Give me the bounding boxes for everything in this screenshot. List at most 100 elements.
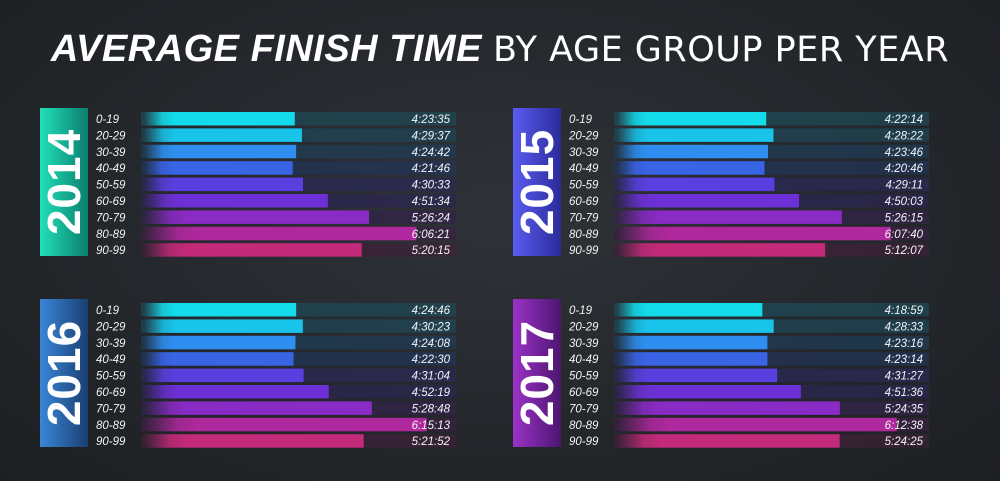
value-label: 5:21:52 (412, 436, 451, 448)
value-label: 5:24:35 (885, 403, 924, 415)
value-label: 5:20:15 (412, 245, 451, 257)
value-label: 4:22:30 (412, 354, 451, 366)
category-label: 80-89 (96, 420, 126, 432)
panel-2017: 2017 0-19 4:18:59 20-29 4:28:33 30-39 4:23:16… (513, 299, 953, 448)
bar-0-19 (144, 303, 297, 317)
bar-30-39 (617, 335, 768, 350)
category-label: 90-99 (569, 436, 599, 448)
bar-40-49 (617, 161, 765, 175)
bar-90-99 (617, 434, 840, 448)
year-label: 2015 (513, 128, 561, 236)
category-label: 80-89 (96, 229, 126, 241)
category-label: 30-39 (96, 147, 126, 159)
value-label: 4:23:35 (412, 114, 451, 126)
value-label: 4:52:19 (412, 387, 451, 399)
value-label: 4:20:46 (885, 163, 924, 175)
bar-50-59 (617, 368, 778, 383)
title-light: BY AGE GROUP PER YEAR (493, 30, 950, 70)
bar-90-99 (617, 243, 826, 257)
value-label: 4:30:23 (412, 321, 451, 333)
category-label: 0-19 (96, 114, 120, 126)
value-label: 4:24:46 (412, 305, 451, 317)
bar-60-69 (617, 194, 800, 208)
bar-chart: 0-19 4:24:46 20-29 4:30:23 30-39 4:24:08 40-49… (95, 303, 456, 448)
category-label: 40-49 (96, 163, 126, 175)
bar-80-89 (144, 417, 427, 432)
category-label: 70-79 (96, 212, 126, 224)
category-label: 40-49 (96, 354, 126, 366)
bar-70-79 (144, 210, 370, 224)
bar-70-79 (144, 401, 372, 415)
value-label: 4:24:08 (412, 338, 451, 350)
bar-90-99 (144, 434, 364, 448)
value-label: 5:28:48 (412, 403, 451, 415)
panel-2015: 2015 0-19 4:22:14 20-29 4:28:22 30-39 4:23:46… (513, 108, 953, 257)
category-label: 20-29 (95, 321, 126, 333)
category-label: 40-49 (569, 354, 599, 366)
value-label: 4:22:14 (885, 114, 923, 126)
year-block: 2016 (40, 299, 88, 447)
category-label: 90-99 (96, 245, 126, 257)
value-label: 5:24:25 (885, 436, 924, 448)
category-label: 0-19 (569, 114, 593, 126)
bar-50-59 (144, 368, 304, 383)
value-label: 4:31:04 (412, 371, 450, 383)
bar-60-69 (617, 385, 801, 399)
bar-30-39 (617, 144, 768, 159)
value-label: 5:26:24 (412, 212, 450, 224)
value-label: 4:24:42 (412, 147, 451, 159)
bar-0-19 (144, 112, 295, 126)
bar-20-29 (617, 128, 774, 142)
value-label: 4:50:03 (885, 196, 924, 208)
value-label: 5:26:15 (885, 212, 924, 224)
category-label: 70-79 (96, 403, 126, 415)
bar-chart: 0-19 4:22:14 20-29 4:28:22 30-39 4:23:46 40-49… (568, 112, 929, 257)
category-label: 50-59 (96, 371, 126, 383)
year-block: 2014 (40, 108, 88, 256)
bar-40-49 (144, 161, 293, 175)
category-label: 80-89 (569, 229, 599, 241)
category-label: 20-29 (568, 321, 599, 333)
value-label: 6:07:40 (885, 229, 924, 241)
category-label: 70-79 (569, 212, 599, 224)
year-label: 2016 (40, 319, 88, 427)
bar-20-29 (144, 319, 303, 333)
value-label: 4:28:22 (885, 130, 924, 142)
bar-70-79 (617, 210, 842, 224)
value-label: 4:29:11 (885, 180, 923, 192)
bar-90-99 (144, 243, 362, 257)
value-label: 4:30:33 (412, 180, 451, 192)
bar-0-19 (617, 303, 763, 317)
category-label: 80-89 (569, 420, 599, 432)
panel-2016: 2016 0-19 4:24:46 20-29 4:30:23 30-39 4:24:08… (40, 299, 480, 448)
chart-title: AVERAGE FINISH TIME BY AGE GROUP PER YEA… (0, 28, 1000, 71)
category-label: 60-69 (569, 387, 599, 399)
bar-20-29 (617, 319, 774, 333)
bar-60-69 (144, 194, 328, 208)
bar-70-79 (617, 401, 840, 415)
bar-80-89 (617, 226, 891, 241)
bar-80-89 (617, 417, 897, 432)
value-label: 4:31:27 (885, 371, 924, 383)
panel-2014: 2014 0-19 4:23:35 20-29 4:29:37 30-39 4:24:42… (40, 108, 480, 257)
category-label: 60-69 (569, 196, 599, 208)
value-label: 4:21:46 (412, 163, 451, 175)
value-label: 4:28:33 (885, 321, 924, 333)
bar-40-49 (617, 352, 768, 366)
bar-0-19 (617, 112, 767, 126)
category-label: 50-59 (96, 180, 126, 192)
category-label: 30-39 (569, 338, 599, 350)
value-label: 4:51:34 (412, 196, 450, 208)
category-label: 90-99 (96, 436, 126, 448)
year-label: 2014 (40, 128, 88, 236)
year-block: 2015 (513, 108, 561, 256)
bar-chart: 0-19 4:23:35 20-29 4:29:37 30-39 4:24:42 40-49… (95, 112, 456, 257)
value-label: 4:29:37 (412, 130, 451, 142)
value-label: 4:51:36 (885, 387, 924, 399)
value-label: 6:06:21 (412, 229, 450, 241)
category-label: 0-19 (569, 305, 593, 317)
bar-20-29 (144, 128, 302, 142)
category-label: 90-99 (569, 245, 599, 257)
bar-30-39 (144, 335, 296, 350)
category-label: 0-19 (96, 305, 120, 317)
